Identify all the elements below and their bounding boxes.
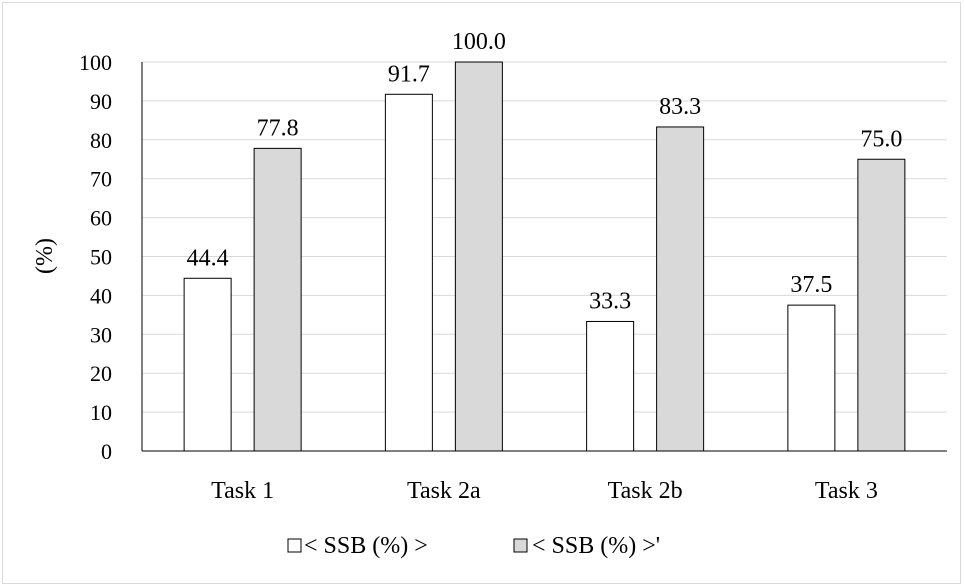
legend-label-series-1: < SSB (%) > <box>304 533 428 559</box>
y-tick-label: 10 <box>90 400 112 425</box>
data-label: 37.5 <box>790 272 832 298</box>
x-category-label: Task 1 <box>211 478 274 504</box>
y-axis-title: (%) <box>32 238 58 274</box>
x-category-label: Task 3 <box>815 478 878 504</box>
y-tick-label: 50 <box>90 245 112 270</box>
data-labels: 44.4 77.8 91.7 100.0 33.3 83.3 37.5 75.0 <box>187 29 903 314</box>
data-label: 44.4 <box>187 245 229 271</box>
legend: < SSB (%) > < SSB (%) >' <box>287 533 660 559</box>
y-tick-label: 60 <box>90 206 112 231</box>
data-label: 77.8 <box>257 115 299 141</box>
y-tick-label: 30 <box>90 322 112 347</box>
bar-series-2 <box>253 147 302 452</box>
data-label: 33.3 <box>589 288 631 314</box>
bar-series-2 <box>656 126 705 452</box>
data-label: 75.0 <box>860 126 902 152</box>
data-label: 83.3 <box>659 94 701 120</box>
bar-series-1 <box>183 277 232 452</box>
y-axis-ticks: 0 10 20 30 40 50 60 70 80 90 100 <box>79 50 112 464</box>
y-tick-label: 40 <box>90 283 112 308</box>
x-category-label: Task 2a <box>407 478 481 504</box>
bar-series-2 <box>454 61 503 452</box>
bar-series-2 <box>857 158 906 452</box>
legend-swatch-series-1 <box>287 538 302 553</box>
y-tick-label: 100 <box>79 50 112 75</box>
y-tick-label: 90 <box>90 89 112 114</box>
y-tick-label: 80 <box>90 128 112 153</box>
data-label: 91.7 <box>388 61 430 87</box>
y-tick-label: 0 <box>101 439 112 464</box>
y-tick-label: 70 <box>90 167 112 192</box>
bar-series-1 <box>384 93 433 452</box>
legend-label-series-2: < SSB (%) >' <box>532 533 660 559</box>
bar-series-1 <box>586 320 635 452</box>
bars <box>142 61 947 452</box>
x-axis-categories: Task 1 Task 2a Task 2b Task 3 <box>211 478 878 504</box>
y-tick-label: 20 <box>90 361 112 386</box>
x-category-label: Task 2b <box>608 478 683 504</box>
bar-series-1 <box>787 304 836 452</box>
legend-swatch-series-2 <box>513 538 528 553</box>
data-label: 100.0 <box>452 29 506 55</box>
